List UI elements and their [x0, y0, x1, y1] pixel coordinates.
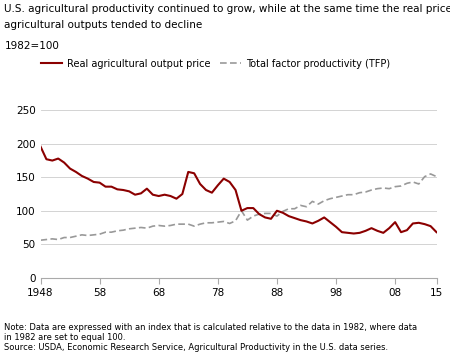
Total factor productivity (TFP) [132, 226, 138, 230]
Text: 1982=100: 1982=100 [4, 41, 59, 51]
Real agricultural output price [268, 217, 274, 221]
Total factor productivity (TFP) [203, 221, 209, 225]
Text: Note: Data are expressed with an index that is calculated relative to the data i: Note: Data are expressed with an index t… [4, 323, 418, 352]
Total factor productivity (TFP) [434, 174, 439, 179]
Legend: Real agricultural output price, Total factor productivity (TFP): Real agricultural output price, Total fa… [40, 59, 390, 69]
Real agricultural output price [434, 230, 439, 234]
Real agricultural output price [132, 193, 138, 197]
Real agricultural output price [262, 215, 268, 220]
Total factor productivity (TFP) [428, 172, 433, 176]
Total factor productivity (TFP) [38, 238, 43, 242]
Text: agricultural outputs tended to decline: agricultural outputs tended to decline [4, 20, 203, 30]
Real agricultural output price [38, 145, 43, 149]
Real agricultural output price [203, 188, 209, 192]
Total factor productivity (TFP) [392, 184, 398, 189]
Real agricultural output price [351, 231, 356, 236]
Total factor productivity (TFP) [268, 211, 274, 216]
Total factor productivity (TFP) [262, 211, 268, 216]
Line: Real agricultural output price: Real agricultural output price [40, 147, 436, 234]
Total factor productivity (TFP) [126, 227, 132, 231]
Line: Total factor productivity (TFP): Total factor productivity (TFP) [40, 174, 436, 240]
Real agricultural output price [398, 230, 404, 234]
Text: U.S. agricultural productivity continued to grow, while at the same time the rea: U.S. agricultural productivity continued… [4, 4, 450, 14]
Real agricultural output price [126, 189, 132, 193]
